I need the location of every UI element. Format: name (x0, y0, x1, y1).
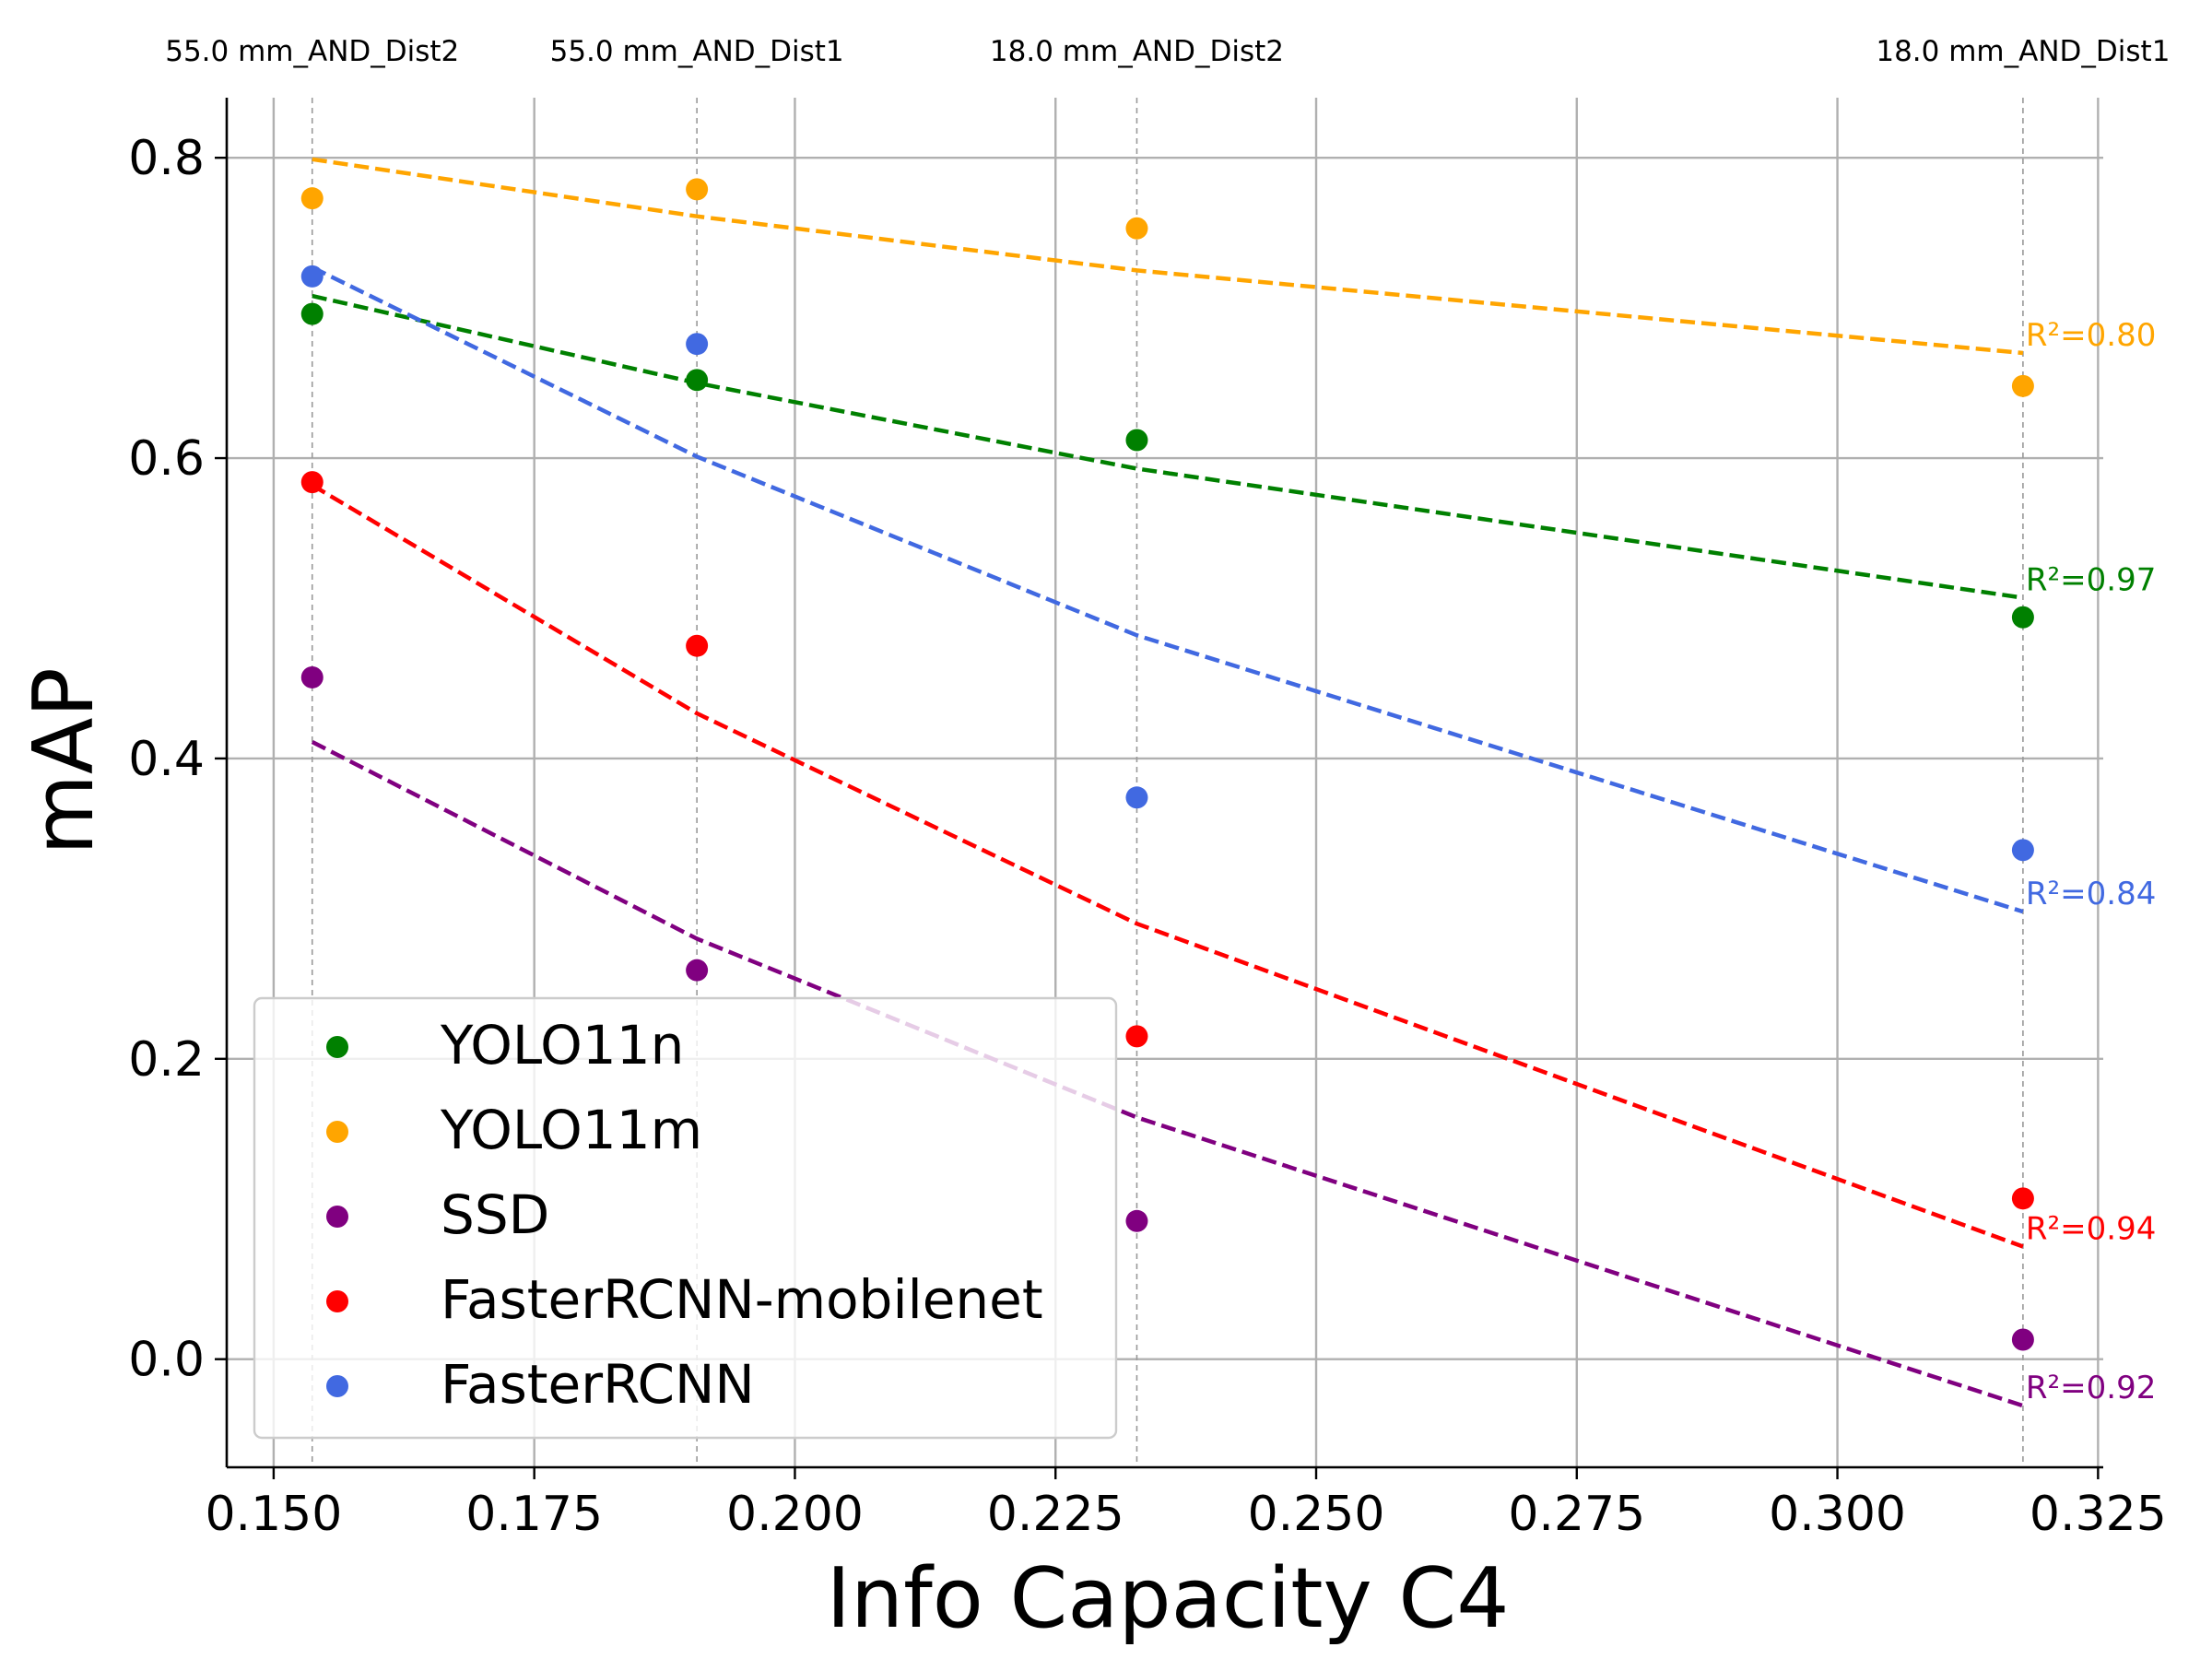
fit-line-fasterrcnn-mobilenet (311, 483, 2024, 1249)
data-points (300, 178, 2034, 1351)
r2-label-ssd: R²=0.92 (2026, 1370, 2156, 1406)
y-tick-label: 0.0 (128, 1333, 205, 1388)
y-tick-label: 0.6 (128, 431, 205, 487)
legend-label-ssd: SSD (441, 1183, 549, 1246)
data-point-yolo11m (300, 187, 324, 210)
top-marker-label: 18.0 mm_AND_Dist1 (1876, 35, 2170, 68)
top-marker-labels: 55.0 mm_AND_Dist2 55.0 mm_AND_Dist1 18.0 m… (165, 35, 2170, 68)
data-point-fasterrcnn (2011, 839, 2034, 862)
r2-label-fasterrcnn-mobilenet: R²=0.94 (2026, 1210, 2156, 1247)
data-point-fasterrcnn-mobilenet (686, 634, 709, 657)
tick-labels: 0.150 0.175 0.200 0.225 0.250 0.275 0.300 0.325… (128, 131, 2166, 1542)
data-point-yolo11n (1125, 429, 1148, 452)
r2-label-yolo11n: R²=0.97 (2026, 562, 2156, 599)
data-point-fasterrcnn (686, 333, 709, 356)
data-point-yolo11n (686, 369, 709, 392)
x-tick-label: 0.150 (205, 1487, 342, 1542)
r2-labels: R²=0.97 R²=0.80 R²=0.92 R²=0.94 R²=0.84 (2026, 317, 2156, 1406)
x-tick-label: 0.325 (2030, 1487, 2167, 1542)
legend-marker-yolo11m (326, 1121, 348, 1143)
y-tick-label: 0.4 (128, 732, 205, 787)
x-tick-label: 0.225 (987, 1487, 1124, 1542)
data-point-ssd (2011, 1328, 2034, 1351)
legend-label-fasterrcnn-mobilenet: FasterRCNN-mobilenet (441, 1268, 1043, 1331)
y-tick-label: 0.2 (128, 1032, 205, 1088)
data-point-fasterrcnn-mobilenet (2011, 1187, 2034, 1210)
legend: YOLO11n YOLO11m SSD FasterRCNN-mobilenet Fas… (253, 996, 1118, 1440)
legend-label-fasterrcnn: FasterRCNN (441, 1353, 755, 1416)
x-axis-title: Info Capacity C4 (827, 1550, 1510, 1647)
axes (225, 98, 2103, 1469)
data-point-yolo11n (300, 302, 324, 325)
x-tick-label: 0.250 (1248, 1487, 1385, 1542)
data-point-ssd (686, 959, 709, 982)
legend-marker-fasterrcnn (326, 1375, 348, 1397)
data-point-yolo11m (2011, 374, 2034, 397)
data-point-fasterrcnn (1125, 786, 1148, 809)
data-point-ssd (1125, 1209, 1148, 1232)
data-point-yolo11m (1125, 217, 1148, 240)
data-point-yolo11n (2011, 606, 2034, 629)
data-point-ssd (300, 665, 324, 688)
r2-label-fasterrcnn: R²=0.84 (2026, 876, 2156, 912)
legend-marker-ssd (326, 1206, 348, 1228)
top-marker-label: 55.0 mm_AND_Dist2 (165, 35, 459, 68)
data-point-fasterrcnn (300, 265, 324, 288)
legend-marker-fasterrcnn-mobilenet (326, 1290, 348, 1312)
y-tick-label: 0.8 (128, 131, 205, 186)
legend-box (253, 996, 1118, 1440)
x-tick-label: 0.200 (726, 1487, 864, 1542)
top-marker-label: 18.0 mm_AND_Dist2 (990, 35, 1284, 68)
legend-label-yolo11m: YOLO11m (440, 1099, 702, 1161)
r2-label-yolo11m: R²=0.80 (2026, 317, 2156, 354)
fit-line-fasterrcnn (311, 265, 2024, 914)
marker-lines (311, 98, 2024, 1467)
data-point-fasterrcnn-mobilenet (300, 471, 324, 494)
x-tick-label: 0.175 (465, 1487, 603, 1542)
fit-line-yolo11n (312, 293, 2024, 600)
x-tick-label: 0.275 (1508, 1487, 1645, 1542)
top-marker-label: 55.0 mm_AND_Dist1 (550, 35, 844, 68)
data-point-fasterrcnn-mobilenet (1125, 1025, 1148, 1048)
x-tick-label: 0.300 (1769, 1487, 1906, 1542)
data-point-yolo11m (686, 178, 709, 201)
legend-label-yolo11n: YOLO11n (440, 1014, 684, 1077)
y-axis-title: mAP (16, 667, 112, 855)
legend-marker-yolo11n (326, 1036, 348, 1058)
fit-line-yolo11m (312, 157, 2024, 356)
